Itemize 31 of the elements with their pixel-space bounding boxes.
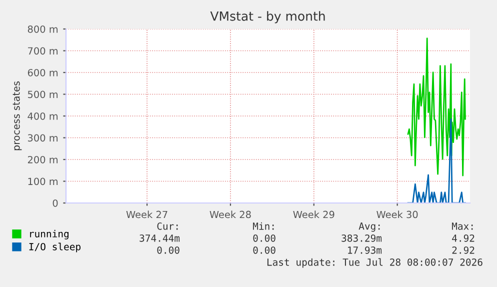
text: Last update: Tue Jul 28 08:00:07 2026 — [267, 258, 482, 268]
text: 383.29m — [342, 234, 382, 242]
text: 4.92 — [452, 234, 474, 242]
y-tick-label: 300 m — [28, 134, 58, 142]
text: Cur: — [157, 222, 178, 230]
x-tick-label: Week 29 — [293, 210, 334, 218]
y-tick-label: 500 m — [28, 90, 58, 98]
legend-label: I/O sleep — [29, 242, 81, 252]
y-axis-title: process states — [12, 81, 22, 150]
text: Min: — [252, 222, 274, 230]
text: Max: — [452, 222, 473, 230]
y-tick-label: 100 m — [28, 178, 58, 186]
text: 0.00 — [253, 246, 276, 254]
line-series — [407, 38, 466, 176]
y-tick-label: 0 — [52, 199, 58, 207]
text: 374.44m — [140, 234, 180, 242]
x-tick-label: Week 27 — [126, 210, 168, 218]
y-tick-label: 200 m — [28, 156, 58, 164]
x-tick-label: Week 30 — [376, 210, 418, 218]
text: 0.00 — [253, 234, 276, 242]
text: Avg: — [358, 222, 380, 232]
y-tick-label: 700 m — [28, 47, 58, 55]
x-tick-label: Week 28 — [210, 210, 251, 218]
legend-label: running — [30, 230, 68, 240]
text: 0.00 — [157, 246, 180, 254]
y-tick-label: 800 m — [28, 25, 58, 33]
y-tick-label: 400 m — [28, 112, 58, 120]
y-tick-label: 600 m — [28, 68, 58, 76]
chart-title: VMstat - by month — [210, 11, 325, 24]
text: 2.92 — [452, 246, 474, 254]
text: 17.93m — [348, 246, 382, 254]
